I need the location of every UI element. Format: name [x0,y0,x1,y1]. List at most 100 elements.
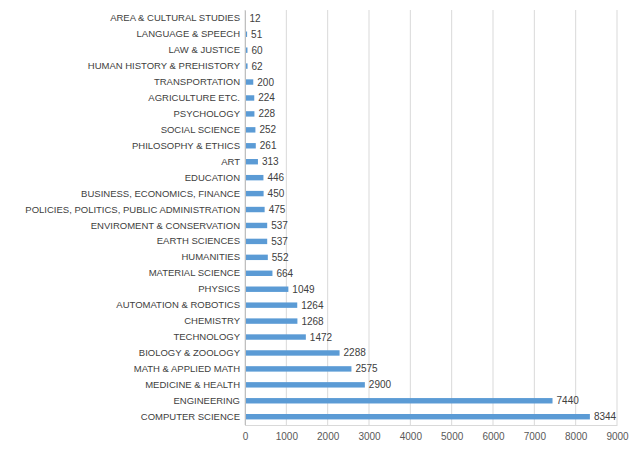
bar [245,191,264,196]
x-axis: 0 1000 2000 3000 4000 5000 6000 7000 8000 9000 [243,425,629,442]
y-tick-label: BIOLOGY & ZOOLOGY [139,347,241,358]
y-tick: ART [221,156,245,167]
y-tick-label: PHILOSOPHY & ETHICS [132,140,240,151]
x-tick: 9000 [606,425,629,442]
bars [245,16,590,420]
y-tick: HUMAN HISTORY & PREHISTORY [88,60,245,71]
data-labels: 1251606220022422825226131344645047553753… [249,13,616,422]
y-tick-label: LAW & JUSTICE [169,44,240,55]
bar [245,366,351,371]
bar [245,239,267,244]
plot: 0 1000 2000 3000 4000 5000 6000 7000 8000 9000 ARE… [25,10,629,442]
x-tick-label: 9000 [606,431,629,442]
y-tick-label: ENVIROMENT & CONSERVATION [91,220,240,231]
x-tick: 3000 [358,425,381,442]
x-tick-label: 2000 [317,431,340,442]
data-label: 60 [251,45,263,56]
y-tick: MEDICINE & HEALTH [145,379,245,390]
x-tick-label: 0 [243,431,249,442]
data-label: 12 [249,13,261,24]
y-axis: AREA & CULTURAL STUDIES LANGUAGE & SPEECH… [25,11,245,426]
data-label: 475 [269,204,286,215]
y-tick: HUMANITIES [181,251,245,262]
x-tick: 1000 [276,425,299,442]
data-label: 313 [262,156,279,167]
data-label: 446 [267,172,284,183]
data-label: 2900 [369,379,392,390]
x-tick: 4000 [400,425,423,442]
y-tick-label: PSYCHOLOGY [173,108,240,119]
x-tick: 5000 [441,425,464,442]
x-tick-label: 8000 [565,431,588,442]
y-tick-label: EDUCATION [185,172,240,183]
y-tick-label: CHEMISTRY [184,315,240,326]
y-tick: COMPUTER SCIENCE [141,411,245,422]
y-tick-label: LANGUAGE & SPEECH [137,28,241,39]
bar [245,398,553,403]
y-tick: PSYCHOLOGY [173,108,245,119]
grid-line [617,10,618,425]
y-tick: LAW & JUSTICE [169,44,245,55]
grid-line [327,10,328,425]
y-tick: EARTH SCIENCES [157,235,245,246]
data-label: 537 [271,220,288,231]
data-label: 252 [259,124,276,135]
data-label: 2575 [355,363,378,374]
bar [245,159,258,164]
y-tick: BIOLOGY & ZOOLOGY [139,347,245,358]
y-axis-line [245,11,246,426]
y-tick-label: COMPUTER SCIENCE [141,411,240,422]
y-tick-label: MATH & APPLIED MATH [134,363,240,374]
bar [245,318,297,323]
y-tick-label: BUSINESS, ECONOMICS, FINANCE [81,188,240,199]
y-tick-label: AUTOMATION & ROBOTICS [116,299,240,310]
y-tick-label: AREA & CULTURAL STUDIES [110,12,240,23]
y-tick-label: TECHNOLOGY [173,331,240,342]
x-tick: 0 [243,425,249,442]
x-tick-label: 7000 [524,431,547,442]
bar [245,334,306,339]
data-label: 228 [258,108,275,119]
grid-line [245,10,246,425]
grid-line [451,10,452,425]
y-tick: AGRICULTURE ETC. [148,92,245,103]
y-tick-label: ART [221,156,240,167]
y-tick: TRANSPORTATION [154,76,245,87]
x-tick-label: 4000 [400,431,423,442]
bar [245,79,253,84]
y-tick: BUSINESS, ECONOMICS, FINANCE [81,188,245,199]
data-label: 224 [258,92,275,103]
grid-line [493,10,494,425]
data-label: 62 [252,61,264,72]
y-tick-label: EARTH SCIENCES [157,235,240,246]
y-tick-label: MEDICINE & HEALTH [145,379,240,390]
y-tick: AREA & CULTURAL STUDIES [110,12,245,23]
y-tick-label: ENGINEERING [173,395,240,406]
y-tick-label: AGRICULTURE ETC. [148,92,240,103]
bar [245,414,590,419]
y-tick: TECHNOLOGY [173,331,245,342]
y-tick-label: HUMAN HISTORY & PREHISTORY [88,60,241,71]
data-label: 51 [251,29,263,40]
x-tick: 7000 [524,425,547,442]
bar [245,175,263,180]
grid [245,10,617,425]
y-tick-label: PHYSICS [198,283,240,294]
y-tick: CHEMISTRY [184,315,245,326]
y-tick-label: POLICIES, POLITICS, PUBLIC ADMINISTRATIO… [25,204,240,215]
x-tick-label: 6000 [482,431,505,442]
y-tick: MATH & APPLIED MATH [134,363,245,374]
y-tick-label: SOCIAL SCIENCE [161,124,240,135]
grid-line [575,10,576,425]
y-tick-label: HUMANITIES [181,251,240,262]
y-tick: PHYSICS [198,283,245,294]
data-label: 7440 [557,395,580,406]
data-label: 1049 [292,284,315,295]
y-tick: PHILOSOPHY & ETHICS [132,140,245,151]
data-label: 664 [276,268,293,279]
data-label: 552 [272,252,289,263]
data-label: 2288 [344,347,367,358]
x-axis-line [246,425,618,426]
y-tick: ENVIROMENT & CONSERVATION [91,220,245,231]
data-label: 200 [257,77,274,88]
